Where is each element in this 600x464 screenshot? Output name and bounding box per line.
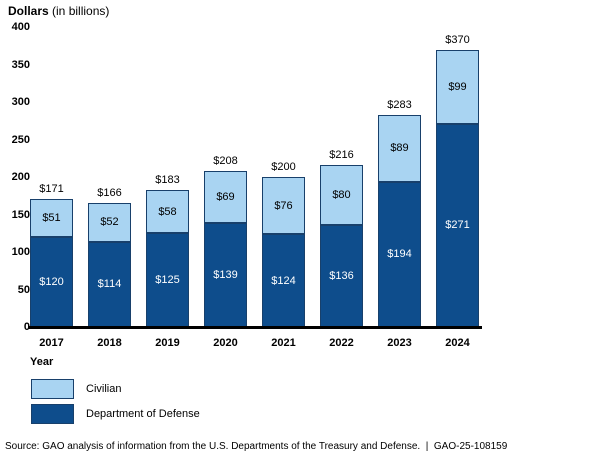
x-axis-tick-label: 2019 xyxy=(155,337,180,349)
bar-total-label: $200 xyxy=(271,161,296,173)
y-axis-tick-label: 250 xyxy=(11,133,30,146)
bar-segment-civilian: $80 xyxy=(320,165,363,225)
y-axis-tick-label: 300 xyxy=(11,96,30,108)
bar-segment-department-of-defense: $114 xyxy=(88,241,131,327)
bar-total-label: $370 xyxy=(445,33,470,46)
legend-swatch xyxy=(31,379,74,399)
y-axis-tick-label: 150 xyxy=(11,208,30,221)
y-axis-tick-label: 50 xyxy=(17,283,30,296)
legend-item-civilian: Civilian xyxy=(31,379,200,399)
legend-swatch xyxy=(31,404,74,424)
y-axis-tick-label: 400 xyxy=(11,21,30,33)
source-note: Source: GAO analysis of information from… xyxy=(5,441,508,452)
x-axis-title: Year xyxy=(30,356,54,368)
chart-legend: Civilian Department of Defense xyxy=(31,379,200,429)
bar-segment-department-of-defense: $139 xyxy=(204,222,247,327)
bar-segment-department-of-defense: $136 xyxy=(320,225,363,327)
bar-segment-department-of-defense: $125 xyxy=(146,233,189,327)
y-axis-tick-label: 100 xyxy=(11,246,30,258)
y-axis-tick-label: 0 xyxy=(23,321,30,333)
x-axis-tick-label: 2018 xyxy=(97,337,122,349)
chart-title-suffix: (in billions) xyxy=(48,4,110,18)
x-axis-tick-label: 2021 xyxy=(271,337,296,349)
bar-segment-civilian: $89 xyxy=(378,114,421,182)
bar-segment-civilian: $52 xyxy=(88,202,131,242)
y-axis-tick-label: 200 xyxy=(11,171,30,183)
bar-segment-department-of-defense: $194 xyxy=(378,181,421,327)
bar-segment-civilian: $76 xyxy=(262,177,305,234)
y-axis-tick-label: 350 xyxy=(11,58,30,71)
bar-total-label: $216 xyxy=(329,149,354,161)
x-axis-tick-label: 2024 xyxy=(445,337,470,349)
bar-total-label: $183 xyxy=(155,173,180,186)
bar-total-label: $171 xyxy=(39,182,64,195)
x-axis-tick-label: 2023 xyxy=(387,337,412,349)
bar-segment-department-of-defense: $271 xyxy=(436,123,479,327)
x-axis-line xyxy=(28,326,482,329)
legend-label: Civilian xyxy=(86,383,122,395)
bar-segment-civilian: $69 xyxy=(204,171,247,223)
x-axis-tick-label: 2020 xyxy=(213,337,238,349)
legend-item-department-of-defense: Department of Defense xyxy=(31,404,200,424)
bar-segment-civilian: $58 xyxy=(146,189,189,234)
bar-total-label: $283 xyxy=(387,98,412,111)
bar-segment-civilian: $99 xyxy=(436,49,479,124)
chart-title: Dollars (in billions) xyxy=(8,4,109,18)
legend-label: Department of Defense xyxy=(86,408,200,420)
bar-segment-civilian: $51 xyxy=(30,198,73,237)
x-axis-tick-label: 2017 xyxy=(39,337,64,349)
bar-segment-department-of-defense: $120 xyxy=(30,237,73,327)
bar-total-label: $208 xyxy=(213,155,238,167)
bar-segment-department-of-defense: $124 xyxy=(262,234,305,327)
chart-title-main: Dollars xyxy=(8,4,49,18)
x-axis-tick-label: 2022 xyxy=(329,337,354,349)
bar-total-label: $166 xyxy=(97,186,122,199)
